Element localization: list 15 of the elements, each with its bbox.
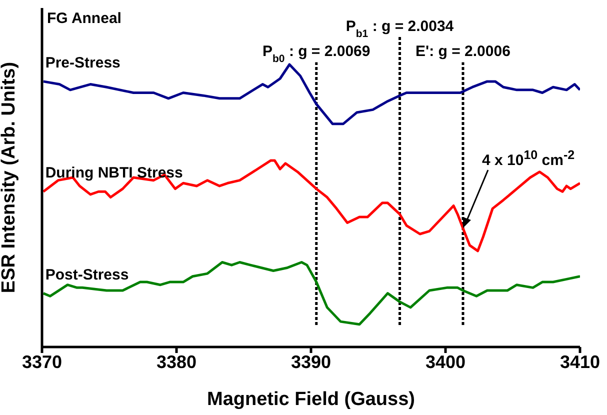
annotation: P$_{b0}$: g = 2.0069 <box>262 43 370 66</box>
x-axis-title: Magnetic Field (Gauss) <box>207 389 415 410</box>
text: FG Anneal <box>47 10 122 27</box>
x-tick-label: 3390 <box>290 352 332 372</box>
series-label: Pre-Stress <box>45 54 120 72</box>
x-tick-label: 3380 <box>156 352 197 372</box>
x-tick-label: 3370 <box>22 352 62 372</box>
series-label: Post-Stress <box>45 266 129 284</box>
text: P$_{b1}$: g = 2.0034 <box>346 18 454 40</box>
x-tick-label: 3410 <box>560 352 600 372</box>
x-tick-label: 3400 <box>425 352 466 372</box>
text: E': g = 2.0006 <box>416 43 510 60</box>
series-label: During NBTI Stress <box>45 164 183 182</box>
annotation: 4 x 10$^{10}$ cm$^{-2}$ <box>482 148 575 169</box>
y-axis-title: ESR Intensity (Arb. Units) <box>0 62 20 294</box>
